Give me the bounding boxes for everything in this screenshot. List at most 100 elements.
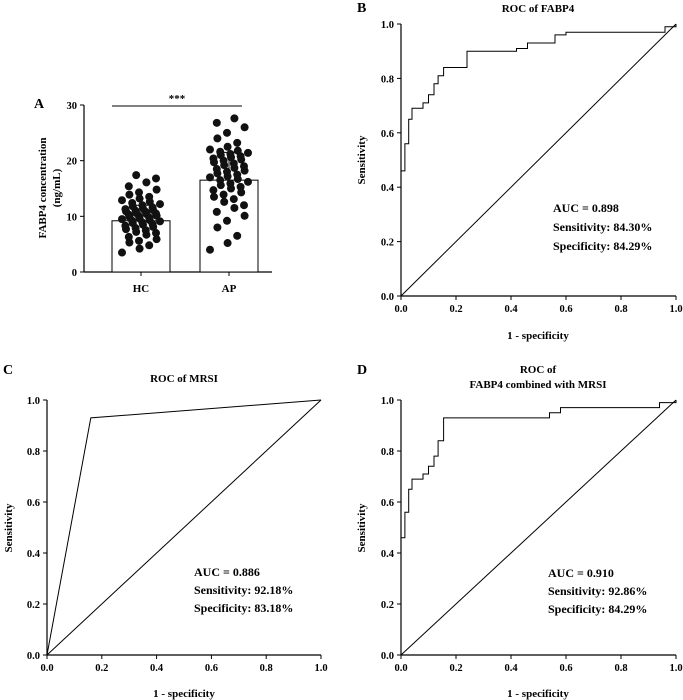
panel-c-reference-line: [46, 399, 322, 656]
panel-c-x-tick-label: 1.0: [314, 663, 327, 674]
panel-a-data-point: [135, 188, 143, 197]
panel-a-data-point: [226, 179, 235, 188]
panel-a-data-point: [138, 201, 147, 210]
panel-a-data-point: [118, 196, 126, 205]
panel-a-data-point: [240, 211, 249, 220]
panel-d-ylabel: Sensitivity: [356, 503, 368, 552]
panel-b-y-tick-label: 0.4: [381, 183, 395, 194]
panel-a-data-point: [121, 205, 130, 214]
panel-c-title: ROC of MRSI: [150, 373, 218, 385]
panel-c-x-tick-label: 0.2: [95, 663, 108, 674]
panel-d-roc-curve: [400, 400, 677, 655]
panel-b-y-tick-label: 1.0: [381, 20, 394, 31]
panel-c-auc: AUC = 0.886: [194, 565, 260, 579]
panel-a-data-point: [152, 235, 161, 244]
panel-a-data-point: [233, 170, 242, 179]
panel-a-data-point: [128, 198, 137, 207]
panel-d-title-line1: ROC of: [520, 364, 557, 376]
panel-a-bars: [111, 151, 259, 273]
panel-a-data-point: [240, 162, 248, 171]
panel-a-category-label: HC: [133, 283, 150, 295]
panel-a-data-point: [206, 173, 214, 182]
panel-c-x-tick-label: 0.6: [205, 663, 218, 674]
panel-b-x-tick-label: 0.2: [449, 304, 462, 315]
panel-b-x-tick-label: 0.4: [504, 304, 518, 315]
panel-a-bar: [199, 179, 259, 273]
panel-a-points: [118, 114, 252, 257]
panel-a-data-point: [152, 185, 161, 194]
panel-a-data-point: [233, 231, 242, 240]
panel-d-specificity: Specificity: 84.29%: [548, 602, 647, 616]
panel-b-axes: 0.00.0 0.2 0.2 0.4 0.4 0.6 0.6 0.8 0.8 1.0 1.0: [381, 20, 683, 315]
panel-b-y-tick-label: 0.6: [381, 129, 394, 140]
panel-b-y-tick-label: 0.2: [381, 238, 394, 249]
panel-c-ylabel: Sensitivity: [3, 503, 15, 552]
panel-c-x-tick-label: 0.4: [150, 663, 164, 674]
panel-b-specificity: Specificity: 84.29%: [553, 239, 652, 253]
panel-a-data-point: [132, 171, 141, 180]
panel-d-x-tick-label: 0.4: [504, 663, 518, 674]
panel-d-x-tick-label: 0.0: [394, 663, 407, 674]
panel-a-data-point: [118, 215, 126, 224]
panel-c-xlabel: 1 - specificity: [153, 688, 215, 700]
panel-letter-c: C: [3, 363, 13, 378]
panel-a-data-point: [125, 190, 134, 199]
panel-d-y-tick-label: 0.2: [381, 600, 394, 611]
panel-a-data-point: [206, 245, 214, 254]
panel-d-y-tick-label: 1.0: [381, 396, 394, 407]
panel-b-ylabel: Sensitivity: [356, 135, 368, 184]
panel-c-y-tick-label: 0.2: [27, 600, 40, 611]
panel-a-data-point: [124, 232, 133, 241]
significance-label: ***: [169, 93, 186, 105]
panel-b-x-tick-label: 1.0: [669, 304, 682, 315]
panel-a-data-point: [212, 207, 221, 216]
panel-a-data-point: [206, 145, 214, 154]
panel-a-data-point: [142, 178, 151, 187]
panel-a-data-point: [244, 177, 252, 186]
panel-a-data-point: [135, 236, 143, 245]
panel-b-x-tick-label: 0.8: [614, 304, 627, 315]
panel-a-data-point: [213, 223, 222, 232]
panel-c-sensitivity: Sensitivity: 92.18%: [194, 583, 293, 597]
panel-d-x-tick-label: 1.0: [669, 663, 682, 674]
panel-b-roc-curve: [400, 24, 677, 296]
panel-c-y-tick-label: 1.0: [27, 396, 40, 407]
panel-b-sensitivity: Sensitivity: 84.30%: [553, 220, 652, 234]
panel-a-y-tick-label: 10: [67, 212, 78, 223]
panel-b-reference-line: [400, 23, 677, 297]
panel-a-y-tick-label: 20: [67, 157, 78, 168]
panel-c-y-tick-label: 0.8: [27, 447, 40, 458]
panel-c-y-tick-label: 0.4: [27, 549, 41, 560]
panel-a-data-point: [236, 182, 245, 191]
panel-c-x-tick-label: 0.0: [40, 663, 53, 674]
panel-c-x-tick-label: 0.8: [260, 663, 273, 674]
panel-b-title: ROC of FABP4: [502, 3, 575, 15]
panel-a-data-point: [229, 159, 238, 168]
panel-d-sensitivity: Sensitivity: 92.86%: [548, 584, 647, 598]
panel-a-data-point: [233, 138, 242, 147]
panel-a-data-point: [223, 216, 231, 225]
panel-a-data-point: [213, 134, 222, 143]
panel-b-curve: [400, 23, 677, 297]
panel-a-data-point: [230, 114, 239, 123]
panel-c-curve: [46, 399, 322, 656]
panel-d-curve: [400, 399, 677, 656]
panel-b-y-tick-label: 0.8: [381, 74, 394, 85]
panel-a-data-point: [118, 248, 126, 257]
panel-a-data-point: [226, 149, 235, 158]
panel-d-auc: AUC = 0.910: [548, 566, 614, 580]
panel-b-x-tick-label: 0.6: [559, 304, 572, 315]
panel-a-data-point: [121, 221, 130, 230]
panel-a-data-point: [210, 192, 218, 201]
panel-d-y-tick-label: 0.4: [381, 549, 395, 560]
panel-c: C ROC of MRSI Sensitivity 1 - specificit…: [3, 363, 328, 700]
panel-d-x-tick-label: 0.8: [614, 663, 627, 674]
panel-a-data-point: [212, 118, 221, 127]
panel-d-x-tick-label: 0.2: [449, 663, 462, 674]
panel-a-data-point: [216, 147, 225, 156]
panel-c-y-tick-label: 0.6: [27, 498, 40, 509]
panel-a: A FABP4 concentration (ng/mL) 0 10 20 30 HC A…: [34, 93, 272, 295]
panel-a-data-point: [230, 203, 239, 212]
panel-b: B ROC of FABP4 Sensitivity 1 - specifici…: [356, 1, 683, 342]
